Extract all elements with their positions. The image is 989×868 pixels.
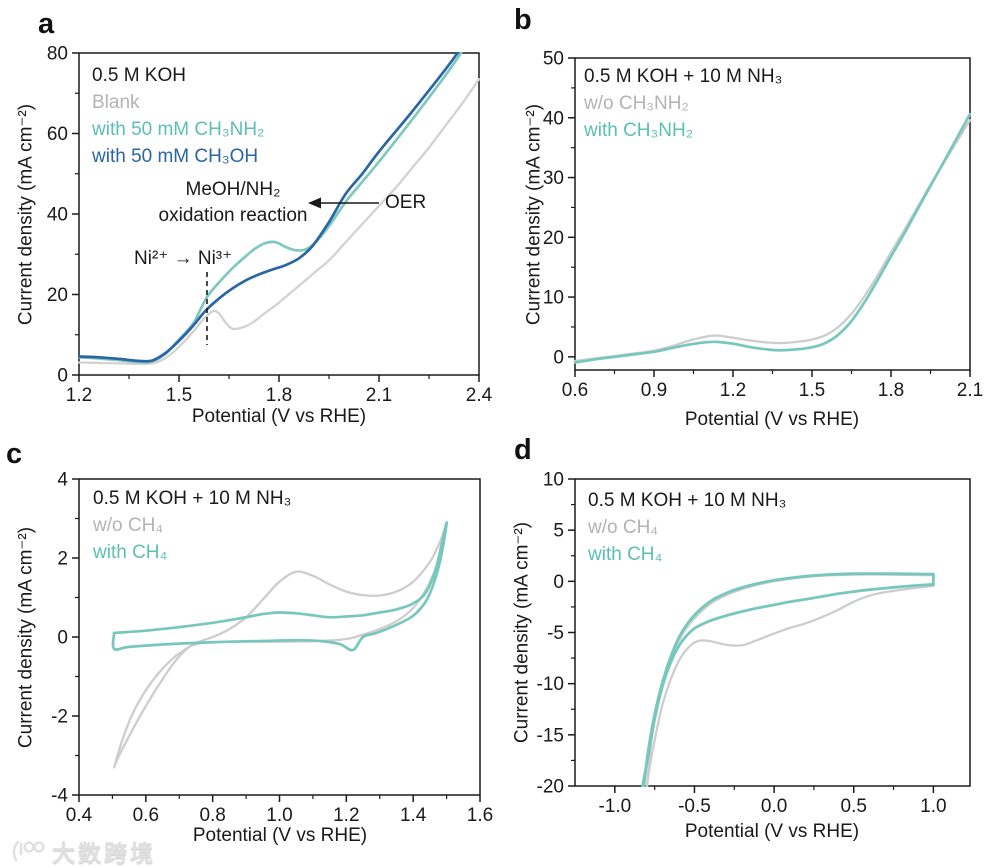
svg-text:-0.5: -0.5 bbox=[678, 796, 711, 817]
svg-text:2: 2 bbox=[57, 549, 68, 570]
watermark-logo-icon bbox=[12, 840, 45, 862]
svg-text:1.0: 1.0 bbox=[920, 796, 946, 817]
svg-text:10: 10 bbox=[543, 288, 564, 309]
oer-arrow-head bbox=[308, 197, 321, 209]
legend-item-blank: Blank bbox=[92, 92, 140, 113]
panel-d-ylabel: Current density (mA cm⁻²) bbox=[511, 521, 533, 744]
panel-d-letter: d bbox=[514, 434, 532, 466]
meoh-annotation-line1: MeOH/NH₂ bbox=[185, 179, 281, 200]
svg-text:0.9: 0.9 bbox=[641, 380, 667, 401]
panel-a-ylabel: Current density (mA cm⁻²) bbox=[15, 103, 37, 326]
panel-b-legend: 0.5 M KOH + 10 M NH₃ w/o CH₃NH₂ with CH₃… bbox=[584, 63, 782, 144]
panel-c-ylabel: Current density (mA cm⁻²) bbox=[15, 526, 37, 749]
svg-text:0: 0 bbox=[57, 366, 68, 387]
svg-text:1.2: 1.2 bbox=[720, 380, 746, 401]
svg-text:40: 40 bbox=[47, 205, 68, 226]
panel-c-letter: c bbox=[6, 438, 23, 470]
svg-text:0.0: 0.0 bbox=[761, 796, 787, 817]
svg-text:0.4: 0.4 bbox=[66, 805, 93, 826]
panel-a-annotation-shapes bbox=[206, 197, 379, 345]
panel-b-plot: 0.6 0.9 1.2 1.5 1.8 2.1 0 10 20 30 40 50 bbox=[543, 49, 983, 402]
svg-text:5: 5 bbox=[553, 521, 564, 542]
panel-b-ylabel: Current density (mA cm⁻²) bbox=[523, 103, 545, 326]
panel-d-xlabel: Potential (V vs RHE) bbox=[684, 821, 860, 842]
panel-c-title: 0.5 M KOH + 10 M NH₃ bbox=[93, 488, 292, 509]
svg-text:20: 20 bbox=[47, 285, 68, 306]
svg-text:1.2: 1.2 bbox=[66, 385, 92, 406]
svg-text:0: 0 bbox=[553, 347, 564, 368]
panel-b-letter: b bbox=[514, 4, 532, 36]
svg-text:1.5: 1.5 bbox=[799, 380, 825, 401]
legend-item-wo-ch4-d: w/o CH₄ bbox=[588, 517, 659, 538]
svg-text:30: 30 bbox=[543, 168, 564, 189]
svg-text:50: 50 bbox=[543, 49, 564, 70]
panel-a-letter: a bbox=[38, 8, 55, 40]
panel-a-title: 0.5 M KOH bbox=[92, 65, 186, 86]
watermark-text: 大数跨境 bbox=[52, 840, 156, 866]
svg-text:-2: -2 bbox=[51, 707, 68, 728]
panel-b-xlabel: Potential (V vs RHE) bbox=[684, 409, 860, 430]
svg-text:-5: -5 bbox=[547, 623, 564, 644]
svg-text:0.6: 0.6 bbox=[133, 805, 159, 826]
panel-c-xlabel: Potential (V vs RHE) bbox=[192, 825, 368, 846]
svg-text:20: 20 bbox=[543, 228, 564, 249]
legend-item-wo-ch3nh2: w/o CH₃NH₂ bbox=[584, 93, 689, 114]
svg-text:4: 4 bbox=[57, 470, 68, 491]
svg-text:1.5: 1.5 bbox=[166, 385, 192, 406]
legend-item-ch3nh2: with 50 mM CH₃NH₂ bbox=[92, 119, 265, 140]
svg-text:60: 60 bbox=[47, 124, 68, 145]
legend-item-with-ch4-d: with CH₄ bbox=[588, 544, 663, 565]
svg-text:1.4: 1.4 bbox=[400, 805, 427, 826]
svg-text:-4: -4 bbox=[51, 786, 68, 807]
svg-text:1.2: 1.2 bbox=[333, 805, 359, 826]
panel-d-legend: 0.5 M KOH + 10 M NH₃ w/o CH₄ with CH₄ bbox=[588, 487, 786, 568]
svg-text:0.5: 0.5 bbox=[841, 796, 867, 817]
svg-text:-15: -15 bbox=[537, 725, 564, 746]
svg-text:0.6: 0.6 bbox=[562, 380, 588, 401]
svg-text:1.8: 1.8 bbox=[878, 380, 904, 401]
svg-text:2.1: 2.1 bbox=[957, 380, 983, 401]
legend-item-with-ch3nh2: with CH₃NH₂ bbox=[584, 120, 694, 141]
svg-text:0: 0 bbox=[57, 628, 68, 649]
panel-c-plot: 0.4 0.6 0.8 1.0 1.2 1.4 1.6 -4 -2 0 2 4 bbox=[51, 470, 493, 827]
panel-a-legend: 0.5 M KOH Blank with 50 mM CH₃NH₂ with 5… bbox=[92, 62, 264, 170]
legend-item-ch3oh: with 50 mM CH₃OH bbox=[92, 146, 259, 167]
svg-text:1.0: 1.0 bbox=[266, 805, 292, 826]
legend-item-wo-ch4-c: w/o CH₄ bbox=[93, 515, 164, 536]
panel-c-legend: 0.5 M KOH + 10 M NH₃ w/o CH₄ with CH₄ bbox=[93, 485, 291, 566]
panel-d-plot: -1.0 -0.5 0.0 0.5 1.0 -20 -15 -10 -5 0 5 10 bbox=[537, 470, 971, 817]
svg-text:1.8: 1.8 bbox=[266, 385, 292, 406]
svg-text:-1.0: -1.0 bbox=[598, 796, 631, 817]
meoh-annotation-line2: oxidation reaction bbox=[158, 205, 308, 226]
watermark: 大数跨境 bbox=[8, 834, 156, 868]
svg-text:-10: -10 bbox=[537, 674, 564, 695]
svg-text:10: 10 bbox=[543, 470, 564, 491]
panel-a-xlabel: Potential (V vs RHE) bbox=[191, 406, 367, 427]
svg-text:0.8: 0.8 bbox=[199, 805, 225, 826]
ni-transition-label: Ni²⁺ → Ni³⁺ bbox=[134, 248, 233, 269]
svg-text:1.6: 1.6 bbox=[467, 805, 493, 826]
svg-text:0: 0 bbox=[553, 572, 564, 593]
oer-label: OER bbox=[385, 192, 427, 213]
panel-a-plot: 1.2 1.5 1.8 2.1 2.4 0 20 40 60 80 bbox=[47, 44, 493, 407]
legend-item-with-ch4-c: with CH₄ bbox=[93, 542, 168, 563]
svg-text:2.4: 2.4 bbox=[466, 385, 493, 406]
panel-d-title: 0.5 M KOH + 10 M NH₃ bbox=[588, 490, 787, 511]
svg-text:40: 40 bbox=[543, 108, 564, 129]
svg-text:80: 80 bbox=[47, 44, 68, 65]
svg-text:2.1: 2.1 bbox=[366, 385, 392, 406]
panel-b-title: 0.5 M KOH + 10 M NH₃ bbox=[584, 66, 783, 87]
svg-text:-20: -20 bbox=[537, 777, 564, 798]
